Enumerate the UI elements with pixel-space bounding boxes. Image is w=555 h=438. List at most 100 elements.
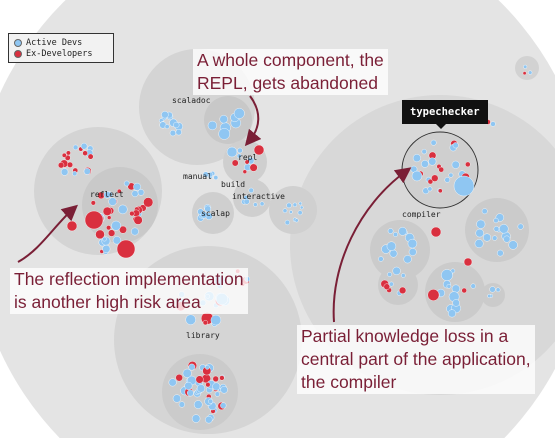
active-developer-node[interactable]: [286, 202, 292, 209]
active-developer-node[interactable]: [483, 233, 492, 242]
active-developer-node[interactable]: [111, 220, 122, 231]
active-developer-node[interactable]: [453, 175, 475, 197]
active-developer-node[interactable]: [487, 294, 492, 299]
active-developer-node[interactable]: [212, 382, 221, 391]
active-developer-node[interactable]: [387, 271, 392, 277]
active-developer-node[interactable]: [103, 191, 111, 199]
active-developer-node[interactable]: [282, 208, 288, 213]
active-developer-node[interactable]: [200, 211, 208, 219]
active-developer-node[interactable]: [102, 236, 107, 242]
active-developer-node[interactable]: [204, 205, 211, 213]
active-developer-node[interactable]: [83, 167, 91, 175]
active-developer-node[interactable]: [218, 128, 230, 140]
active-developer-node[interactable]: [207, 120, 218, 131]
active-developer-node[interactable]: [398, 226, 407, 236]
active-developer-node[interactable]: [492, 235, 498, 241]
active-developer-node[interactable]: [237, 147, 243, 154]
ex-developer-node[interactable]: [202, 320, 209, 326]
active-developer-node[interactable]: [378, 256, 384, 262]
active-developer-node[interactable]: [386, 241, 397, 251]
active-developer-node[interactable]: [490, 121, 496, 127]
active-developer-node[interactable]: [474, 239, 484, 249]
active-developer-node[interactable]: [102, 244, 111, 253]
active-developer-node[interactable]: [130, 227, 139, 236]
interactive-circle[interactable]: [233, 179, 271, 217]
ex-developer-node[interactable]: [82, 150, 88, 156]
ex-developer-node[interactable]: [90, 200, 96, 206]
ex-developer-node[interactable]: [175, 374, 183, 382]
ex-developer-node[interactable]: [399, 286, 407, 295]
ex-developer-node[interactable]: [427, 289, 440, 301]
active-developer-node[interactable]: [243, 195, 249, 201]
ex-developer-node[interactable]: [57, 162, 65, 169]
ex-developer-node[interactable]: [212, 375, 219, 383]
active-developer-node[interactable]: [123, 180, 130, 187]
active-developer-node[interactable]: [208, 398, 214, 404]
active-developer-node[interactable]: [441, 269, 453, 281]
ex-developer-node[interactable]: [431, 174, 439, 182]
active-developer-node[interactable]: [248, 187, 254, 194]
active-developer-node[interactable]: [517, 223, 524, 230]
active-developer-node[interactable]: [182, 368, 192, 378]
active-developer-node[interactable]: [292, 202, 298, 208]
ex-developer-node[interactable]: [106, 215, 112, 220]
active-developer-node[interactable]: [80, 142, 88, 150]
active-developer-node[interactable]: [184, 381, 193, 390]
ex-developer-node[interactable]: [66, 161, 73, 168]
active-developer-node[interactable]: [207, 172, 214, 178]
active-developer-node[interactable]: [448, 172, 454, 178]
active-developer-node[interactable]: [226, 146, 238, 158]
ex-developer-node[interactable]: [427, 178, 434, 185]
active-developer-node[interactable]: [499, 224, 509, 234]
active-developer-node[interactable]: [503, 235, 511, 243]
active-developer-node[interactable]: [185, 314, 196, 325]
ex-developer-node[interactable]: [116, 239, 136, 259]
active-developer-node[interactable]: [178, 401, 186, 408]
ex-developer-node[interactable]: [231, 159, 239, 167]
active-developer-node[interactable]: [188, 363, 196, 371]
active-developer-node[interactable]: [220, 402, 227, 409]
ex-developer-node[interactable]: [438, 166, 445, 173]
ex-developer-node[interactable]: [205, 382, 211, 388]
active-developer-node[interactable]: [403, 255, 412, 264]
active-developer-node[interactable]: [118, 204, 128, 215]
active-developer-node[interactable]: [137, 189, 145, 196]
active-developer-node[interactable]: [489, 286, 496, 293]
active-developer-node[interactable]: [175, 129, 182, 136]
active-developer-node[interactable]: [191, 414, 201, 423]
ex-developer-node[interactable]: [117, 188, 122, 194]
active-developer-node[interactable]: [407, 238, 418, 249]
ex-developer-node[interactable]: [143, 197, 154, 208]
active-developer-node[interactable]: [428, 157, 437, 166]
active-developer-node[interactable]: [196, 384, 206, 393]
active-developer-node[interactable]: [60, 168, 69, 176]
ex-developer-node[interactable]: [465, 161, 471, 168]
active-developer-node[interactable]: [161, 110, 169, 119]
active-developer-node[interactable]: [421, 160, 429, 168]
active-developer-node[interactable]: [493, 217, 499, 224]
active-developer-node[interactable]: [298, 201, 303, 206]
ex-developer-node[interactable]: [219, 375, 225, 381]
active-developer-node[interactable]: [444, 177, 451, 183]
active-developer-node[interactable]: [508, 240, 518, 250]
active-developer-node[interactable]: [172, 394, 182, 403]
ex-developer-node[interactable]: [195, 375, 204, 384]
ex-developer-node[interactable]: [437, 188, 443, 194]
ex-developer-node[interactable]: [107, 229, 116, 237]
ex-developer-node[interactable]: [106, 225, 112, 231]
active-developer-node[interactable]: [452, 299, 460, 307]
active-developer-node[interactable]: [451, 284, 461, 293]
active-developer-node[interactable]: [112, 236, 122, 245]
active-developer-node[interactable]: [452, 142, 459, 149]
active-developer-node[interactable]: [389, 249, 398, 258]
ex-developer-node[interactable]: [95, 229, 105, 240]
active-developer-node[interactable]: [72, 144, 79, 151]
ex-developer-node[interactable]: [66, 220, 78, 232]
ex-developer-node[interactable]: [129, 211, 135, 217]
active-developer-node[interactable]: [470, 283, 476, 289]
active-developer-node[interactable]: [476, 219, 486, 229]
active-developer-node[interactable]: [421, 149, 427, 155]
ex-developer-node[interactable]: [87, 153, 94, 160]
active-developer-node[interactable]: [430, 139, 437, 146]
active-developer-node[interactable]: [496, 249, 504, 257]
